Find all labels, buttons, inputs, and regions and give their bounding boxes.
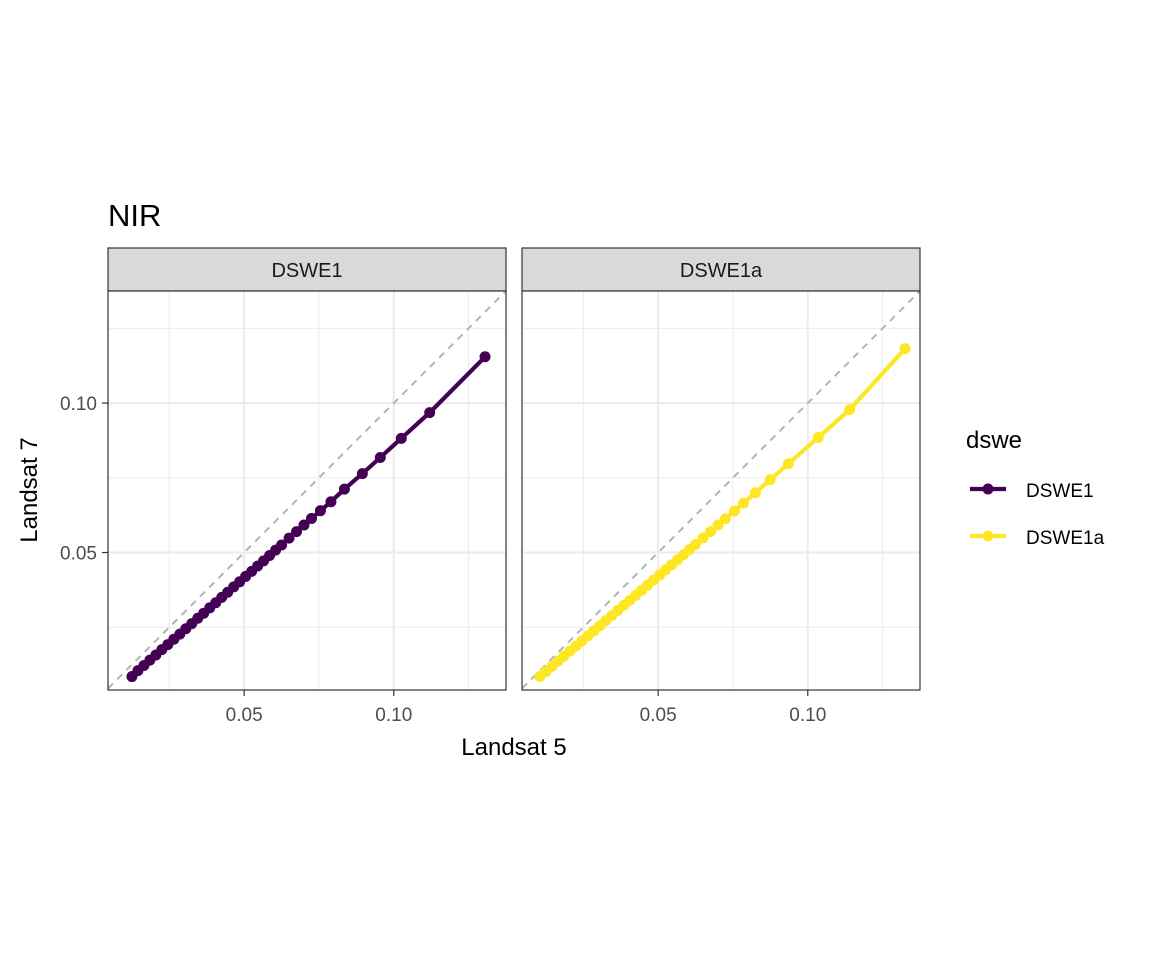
x-tick-label: 0.10 — [375, 705, 412, 726]
legend-key-point — [982, 483, 994, 495]
data-point — [374, 451, 386, 463]
legend-item: DSWE1a — [970, 528, 1105, 549]
facet-label: DSWE1a — [680, 260, 763, 282]
data-point — [712, 519, 724, 531]
x-axis-label: Landsat 5 — [461, 734, 566, 761]
y-tick-label: 0.10 — [60, 394, 97, 415]
facet-panel: DSWE1 0.05 0.10 0.05 0.10 — [60, 247, 507, 726]
data-point — [314, 505, 326, 517]
y-axis-label: Landsat 7 — [16, 437, 43, 542]
data-point — [749, 487, 761, 499]
data-point — [690, 538, 702, 550]
data-point — [737, 497, 749, 509]
data-point — [705, 526, 717, 538]
data-point — [298, 519, 310, 531]
facet-label: DSWE1 — [271, 260, 342, 282]
data-point — [395, 432, 407, 444]
data-point — [899, 343, 911, 355]
identity-line — [107, 290, 507, 690]
facet-strip — [107, 247, 507, 292]
x-tick-label: 0.05 — [640, 705, 677, 726]
data-point — [728, 505, 740, 517]
data-point — [325, 496, 337, 508]
data-point — [764, 474, 776, 486]
legend-item: DSWE1 — [970, 481, 1094, 502]
legend-label: DSWE1 — [1026, 481, 1094, 502]
facet-panel: DSWE1a 0.05 0.10 — [521, 247, 921, 726]
data-point — [719, 513, 731, 525]
legend-key-point — [982, 530, 994, 542]
data-point — [697, 532, 709, 544]
legend-label: DSWE1a — [1026, 528, 1105, 549]
x-tick-label: 0.10 — [789, 705, 826, 726]
data-point — [424, 407, 436, 419]
data-point — [291, 526, 303, 538]
data-point — [812, 431, 824, 443]
data-point — [283, 532, 295, 544]
data-point — [844, 404, 856, 416]
data-point — [356, 468, 368, 480]
data-point — [782, 458, 794, 470]
data-point — [305, 512, 317, 524]
panel-border — [521, 290, 921, 691]
facet-panels: DSWE1 0.05 0.10 0.05 0.10 DSWE1a 0.05 0.10 — [60, 247, 921, 726]
identity-line — [521, 290, 921, 690]
legend: dswe DSWE1 DSWE1a — [966, 427, 1105, 549]
panel-border — [107, 290, 507, 691]
chart-title: NIR — [108, 198, 161, 233]
x-tick-label: 0.05 — [226, 705, 263, 726]
data-point — [338, 483, 350, 495]
data-point — [276, 539, 288, 551]
legend-title: dswe — [966, 427, 1022, 454]
y-tick-label: 0.05 — [60, 544, 97, 565]
data-point — [479, 351, 491, 363]
